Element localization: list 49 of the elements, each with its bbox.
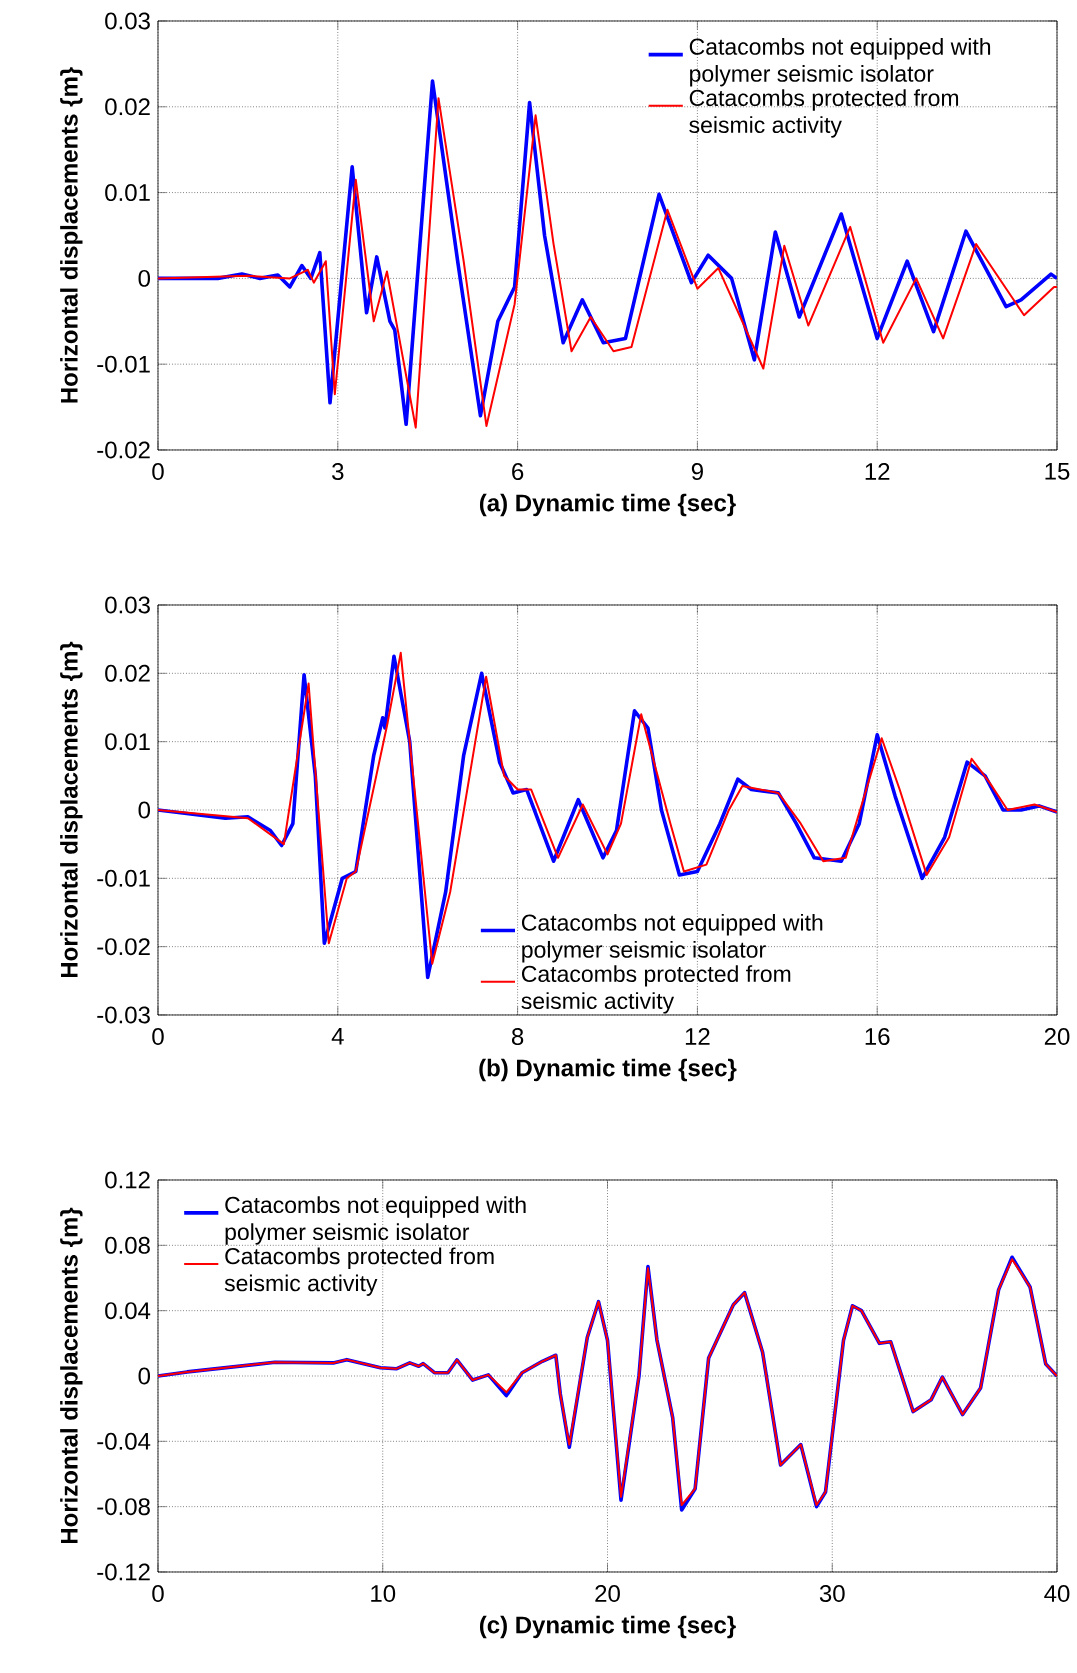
legend-label: Catacombs not equipped with polymer seismic isolator <box>689 37 991 87</box>
y-tick-label: 0.04 <box>105 1302 151 1320</box>
x-tick-label: 16 <box>865 1028 890 1046</box>
y-tick-label: -0.01 <box>97 869 150 887</box>
x-tick-label: 20 <box>1044 1028 1070 1046</box>
y-tick-label: 0 <box>138 269 151 287</box>
y-tick-label: -0.01 <box>97 355 150 373</box>
y-axis-title: Horizontal displacements {m} <box>60 641 83 978</box>
x-tick-label: 30 <box>819 1585 845 1603</box>
x-tick-label: 10 <box>371 1585 396 1603</box>
y-tick-label: 0.01 <box>105 733 150 751</box>
y-tick-label: 0.02 <box>105 98 150 116</box>
y-tick-label: 0.02 <box>105 664 150 682</box>
legend-label: Catacombs protected from seismic activity <box>224 1247 494 1296</box>
y-tick-label: -0.12 <box>97 1563 150 1581</box>
y-axis-title: Horizontal displacements {m} <box>60 1207 83 1544</box>
x-tick-label: 6 <box>512 463 524 481</box>
x-tick-label: 12 <box>685 1028 710 1045</box>
x-tick-label: 9 <box>691 463 703 481</box>
y-tick-label: 0.08 <box>105 1236 150 1254</box>
legend-label: Catacombs protected from seismic activity <box>689 89 959 138</box>
y-tick-label: -0.03 <box>97 1006 150 1024</box>
legend-label: Catacombs not equipped with polymer seismic isolator <box>521 913 823 963</box>
y-tick-label: 0 <box>138 1367 151 1385</box>
x-tick-label: 15 <box>1045 463 1070 480</box>
y-tick-label: 0.01 <box>105 184 150 202</box>
x-axis-title: (c) Dynamic time {sec} <box>479 1615 736 1639</box>
x-tick-label: 12 <box>865 463 890 480</box>
legend-label: Catacombs not equipped with polymer seismic isolator <box>225 1196 526 1245</box>
y-tick-label: -0.02 <box>97 441 150 459</box>
y-axis-title: Horizontal displacements {m} <box>60 67 83 403</box>
x-tick-label: 0 <box>152 1585 164 1603</box>
x-tick-label: 20 <box>595 1585 620 1603</box>
y-tick-label: -0.08 <box>97 1498 150 1516</box>
y-tick-label: 0.03 <box>105 596 150 614</box>
y-tick-label: 0.03 <box>105 12 150 30</box>
legend-label: Catacombs protected from seismic activity <box>521 965 791 1014</box>
x-tick-label: 0 <box>152 463 164 481</box>
x-tick-label: 40 <box>1044 1585 1070 1603</box>
y-tick-label: -0.04 <box>97 1432 151 1450</box>
y-tick-label: 0.12 <box>105 1171 150 1189</box>
y-tick-label: -0.02 <box>97 938 150 956</box>
x-tick-label: 8 <box>511 1028 524 1046</box>
x-tick-label: 3 <box>332 463 344 481</box>
x-tick-label: 0 <box>152 1028 164 1046</box>
y-tick-label: 0 <box>138 801 151 819</box>
x-axis-title: (a) Dynamic time {sec} <box>479 493 736 517</box>
x-tick-label: 4 <box>331 1028 344 1045</box>
x-axis-title: (b) Dynamic time {sec} <box>479 1058 737 1082</box>
